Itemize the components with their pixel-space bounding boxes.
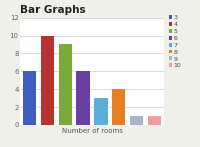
Bar [148,116,161,125]
Bar [112,89,125,125]
Text: Bar Graphs: Bar Graphs [20,5,86,15]
Legend: 3, 4, 5, 6, 7, 8, 9, 10: 3, 4, 5, 6, 7, 8, 9, 10 [169,15,181,68]
Bar [76,71,90,125]
Bar [94,98,108,125]
Bar [59,44,72,125]
Bar [41,36,54,125]
Bar [130,116,143,125]
Bar [23,71,36,125]
X-axis label: Number of rooms: Number of rooms [62,128,122,134]
